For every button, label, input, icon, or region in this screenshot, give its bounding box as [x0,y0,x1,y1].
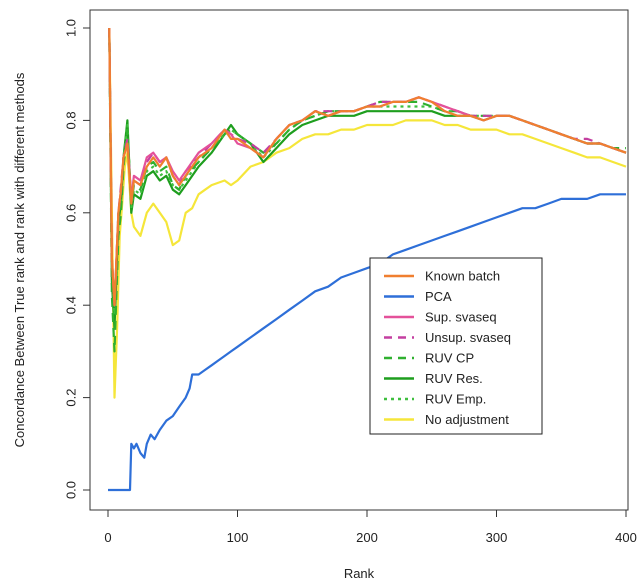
x-tick-label: 100 [227,530,249,545]
y-tick-label: 0.8 [63,111,78,129]
x-axis-title: Rank [344,566,375,581]
y-axis: 0.0 0.2 0.4 0.6 0.8 1.0 [63,19,90,499]
legend-label: RUV Emp. [425,392,486,407]
legend-label: RUV Res. [425,371,483,386]
series-line-ruv-cp [108,27,626,353]
series-line-unsup-svaseq [108,27,627,307]
legend-label: PCA [425,289,452,304]
legend-label: RUV CP [425,351,474,366]
legend-label: No adjustment [425,412,509,427]
y-tick-label: 1.0 [63,19,78,37]
plot-area [89,9,629,511]
x-tick-label: 200 [356,530,378,545]
y-tick-label: 0.0 [63,481,78,499]
legend-box [369,257,543,435]
y-axis-title: Concordance Between True rank and rank w… [12,72,27,447]
series-lines [108,27,627,492]
series-line-sup-svaseq [108,27,627,307]
x-tick-label: 0 [104,530,111,545]
y-tick-label: 0.2 [63,389,78,407]
legend-label: Unsup. svaseq [425,330,511,345]
series-line-no-adjustment [108,27,627,399]
x-axis: 0 100 200 300 400 [104,510,637,545]
y-tick-label: 0.4 [63,296,78,314]
x-tick-label: 400 [615,530,637,545]
series-line-ruv-emp [108,27,627,316]
plot-border [89,9,629,511]
series-line-pca [108,193,626,492]
legend-label: Known batch [425,269,500,284]
x-tick-label: 300 [486,530,508,545]
series-line-known-batch [108,27,627,307]
y-tick-label: 0.6 [63,204,78,222]
legend-label: Sup. svaseq [425,310,497,325]
legend: Known batch PCA Sup. svaseq Unsup. svaseq RU… [369,257,543,435]
